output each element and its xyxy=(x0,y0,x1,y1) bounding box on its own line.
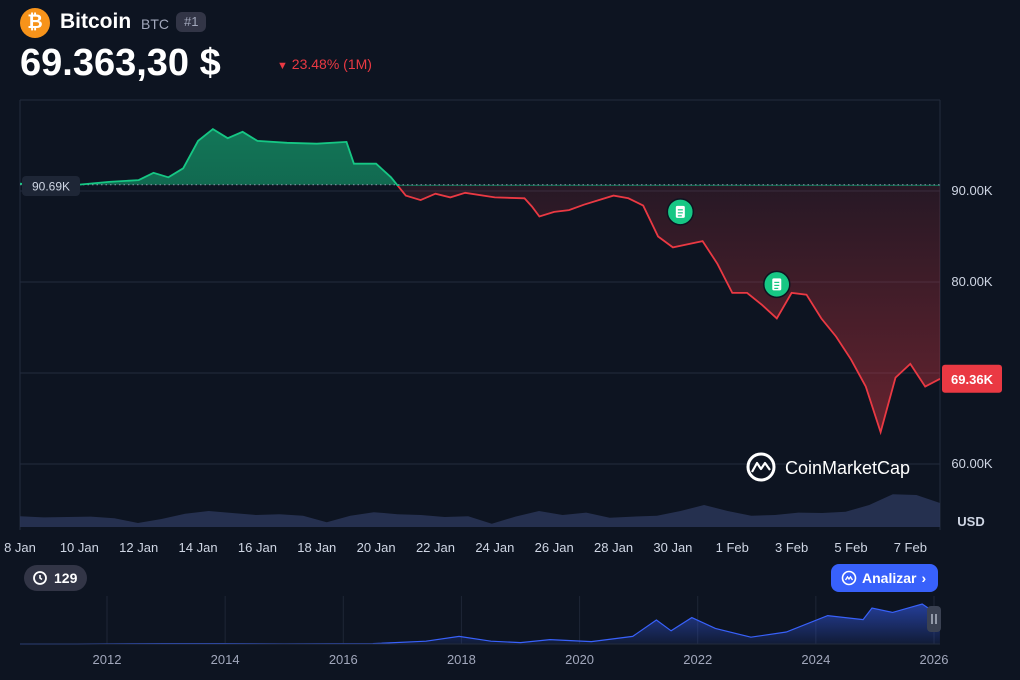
overview-tick-label: 2024 xyxy=(801,652,830,667)
rank-badge: #1 xyxy=(176,12,207,32)
x-tick-label: 16 Jan xyxy=(238,540,277,555)
coin-name: Bitcoin xyxy=(60,10,132,33)
x-tick-label: 7 Feb xyxy=(894,540,927,555)
area-below-baseline xyxy=(45,186,940,433)
current-price-label-bg xyxy=(942,364,1002,393)
coin-symbol: BTC xyxy=(141,16,169,32)
overview-tick-label: 2026 xyxy=(920,652,949,667)
overview-chart[interactable]: 2012 2014 2016 2018 2020 2022 2024 2026 xyxy=(20,596,948,667)
overview-area xyxy=(20,604,940,644)
y-tick-label: 60.00K xyxy=(951,456,993,471)
analyze-button[interactable]: Analizar › xyxy=(831,564,939,592)
overview-tick-label: 2014 xyxy=(211,652,240,667)
x-tick-label: 24 Jan xyxy=(475,540,514,555)
history-count: 129 xyxy=(54,570,78,586)
x-tick-label: 30 Jan xyxy=(653,540,692,555)
currency-label: USD xyxy=(957,514,984,529)
current-price-label: 69.36K xyxy=(951,372,994,387)
bitcoin-logo-icon: ₿ xyxy=(20,8,50,38)
current-price: 69.363,30 $ xyxy=(20,42,221,84)
y-tick-label: 90.00K xyxy=(951,183,993,198)
news-marker-icon[interactable] xyxy=(666,198,695,226)
baseline-label: 90.69K xyxy=(32,180,70,194)
overview-tick-label: 2022 xyxy=(683,652,712,667)
price-change: ▼ 23.48% (1M) xyxy=(277,56,372,72)
price-line-up xyxy=(20,128,400,186)
x-tick-label: 26 Jan xyxy=(535,540,574,555)
watermark: CoinMarketCap xyxy=(746,452,910,482)
x-tick-label: 12 Jan xyxy=(119,540,158,555)
baseline-label-bg xyxy=(22,176,80,196)
overview-tick-label: 2018 xyxy=(447,652,476,667)
price-line-down xyxy=(35,186,940,436)
y-axis-labels: 90.00K 80.00K 60.00K xyxy=(951,183,993,471)
x-tick-label: 28 Jan xyxy=(594,540,633,555)
caret-down-icon: ▼ xyxy=(277,60,288,72)
analyze-label: Analizar xyxy=(862,570,917,586)
x-tick-label: 8 Jan xyxy=(4,540,36,555)
price-line xyxy=(20,128,940,436)
overview-tick-label: 2016 xyxy=(329,652,358,667)
x-tick-label: 18 Jan xyxy=(297,540,336,555)
overview-x-labels: 2012 2014 2016 2018 2020 2022 2024 2026 xyxy=(93,652,949,667)
x-tick-label: 5 Feb xyxy=(834,540,867,555)
x-tick-label: 3 Feb xyxy=(775,540,808,555)
history-icon xyxy=(33,571,47,585)
x-tick-label: 22 Jan xyxy=(416,540,455,555)
watermark-text: CoinMarketCap xyxy=(785,458,910,478)
coinmarketcap-logo-icon xyxy=(746,452,776,482)
x-tick-label: 20 Jan xyxy=(357,540,396,555)
x-tick-label: 1 Feb xyxy=(716,540,749,555)
news-marker-icon[interactable] xyxy=(763,270,791,299)
area-above-baseline xyxy=(20,129,940,186)
x-tick-label: 10 Jan xyxy=(60,540,99,555)
overview-tick-label: 2012 xyxy=(93,652,122,667)
history-button[interactable]: 129 xyxy=(24,565,88,591)
volume-area xyxy=(20,494,940,527)
news-markers xyxy=(666,198,791,299)
analyze-icon xyxy=(841,570,857,586)
y-tick-label: 80.00K xyxy=(951,274,993,289)
x-tick-label: 14 Jan xyxy=(179,540,218,555)
x-axis-labels: 8 Jan 10 Jan 12 Jan 14 Jan 16 Jan 18 Jan 20 Ja… xyxy=(4,540,927,555)
overview-range-handle xyxy=(927,606,941,632)
price-change-value: 23.48% (1M) xyxy=(291,56,372,72)
volume-bars xyxy=(20,494,940,527)
chevron-right-icon: › xyxy=(921,570,927,586)
overview-tick-label: 2020 xyxy=(565,652,594,667)
price-area xyxy=(20,129,940,433)
